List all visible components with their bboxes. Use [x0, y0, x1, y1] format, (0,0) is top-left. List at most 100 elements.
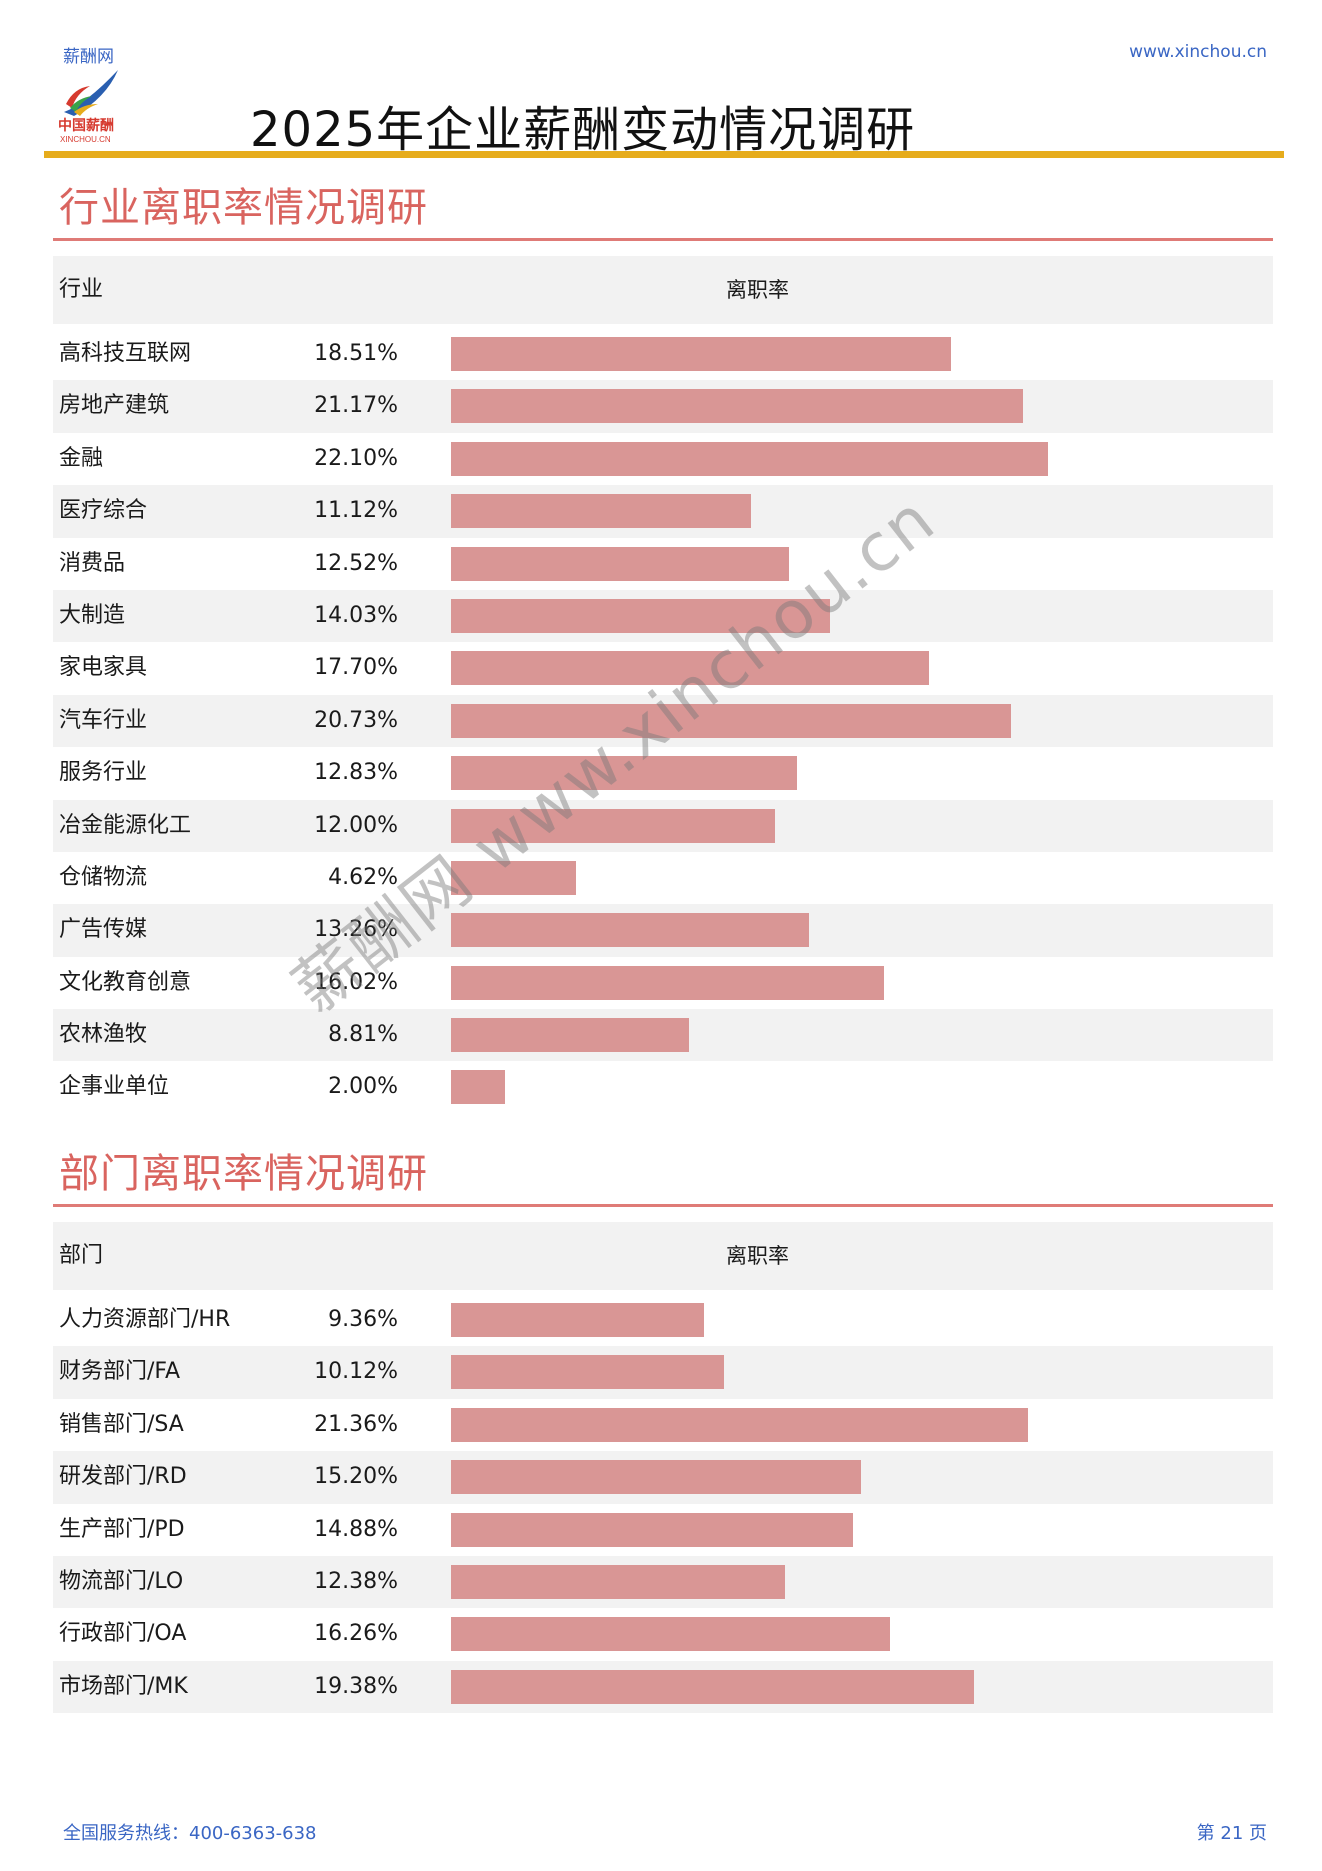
row-label: 行政部门/OA [59, 1621, 187, 1647]
department-section-rule [53, 1204, 1273, 1207]
row-value: 12.00% [314, 812, 398, 838]
row-value: 12.38% [314, 1568, 398, 1594]
table-row: 仓储物流 4.62% [53, 852, 1273, 904]
table-row: 消费品 12.52% [53, 538, 1273, 590]
footer-page-number: 第 21 页 [1196, 1823, 1267, 1844]
rate-bar [451, 337, 951, 371]
rate-bar [451, 1512, 853, 1547]
row-value: 12.83% [314, 760, 398, 786]
row-label: 农林渔牧 [59, 1022, 148, 1048]
row-value: 4.62% [328, 864, 398, 890]
table-row: 财务部门/FA 10.12% [53, 1346, 1273, 1399]
rate-bar [451, 389, 1023, 424]
rate-bar [451, 441, 1048, 476]
table-row: 农林渔牧 8.81% [53, 1009, 1273, 1062]
department-col-rate: 离职率 [726, 1244, 789, 1268]
row-value: 14.03% [314, 602, 398, 628]
row-value: 21.36% [314, 1411, 398, 1437]
department-section: 部门离职率情况调研 部门 离职率 人力资源部门/HR 9.36% 财务部门/FA 10… [53, 1146, 1273, 1714]
row-value: 16.02% [314, 969, 398, 995]
row-label: 汽车行业 [59, 707, 148, 733]
industry-table: 行业 离职率 高科技互联网 18.51% 房地产建筑 21.17% 金融 22.10% 医疗… [53, 256, 1273, 1114]
row-value: 12.52% [314, 550, 398, 576]
rate-bar [451, 1617, 891, 1652]
table-row: 销售部门/SA 21.36% [53, 1399, 1273, 1451]
department-section-title: 部门离职率情况调研 [59, 1151, 428, 1197]
rate-bar [451, 546, 790, 581]
row-label: 物流部门/LO [59, 1568, 184, 1594]
department-table-header: 部门 离职率 [53, 1222, 1273, 1290]
row-value: 18.51% [314, 341, 398, 366]
svg-text:XINCHOU.CN: XINCHOU.CN [60, 135, 111, 144]
row-value: 15.20% [314, 1464, 398, 1490]
row-label: 金融 [59, 445, 104, 471]
row-value: 13.26% [314, 917, 398, 943]
row-label: 家电家具 [59, 655, 148, 681]
table-row: 家电家具 17.70% [53, 642, 1273, 694]
rate-bar [451, 1407, 1028, 1442]
row-label: 文化教育创意 [59, 969, 192, 995]
table-row: 研发部门/RD 15.20% [53, 1451, 1273, 1504]
table-row: 广告传媒 13.26% [53, 904, 1273, 957]
document-title: 2025年企业薪酬变动情况调研 [250, 102, 916, 158]
row-value: 11.12% [314, 498, 398, 524]
row-value: 14.88% [314, 1516, 398, 1542]
row-label: 冶金能源化工 [59, 812, 192, 838]
row-value: 8.81% [328, 1022, 398, 1048]
table-row: 大制造 14.03% [53, 589, 1273, 643]
table-row: 生产部门/PD 14.88% [53, 1504, 1273, 1556]
department-table: 部门 离职率 人力资源部门/HR 9.36% 财务部门/FA 10.12% 销售部门/S… [53, 1222, 1273, 1714]
row-label: 房地产建筑 [59, 393, 170, 419]
department-col-label: 部门 [59, 1243, 104, 1268]
rate-bar [451, 1303, 704, 1337]
rate-bar [451, 598, 830, 633]
row-label: 服务行业 [59, 760, 148, 786]
rate-bar [451, 1355, 725, 1390]
row-label: 销售部门/SA [59, 1411, 184, 1437]
rate-bar [451, 1669, 975, 1704]
rate-bar [451, 1460, 862, 1495]
table-row: 企事业单位 2.00% [53, 1061, 1273, 1113]
table-row: 人力资源部门/HR 9.36% [53, 1294, 1273, 1346]
row-label: 大制造 [59, 602, 126, 628]
rate-bar [451, 494, 752, 529]
row-value: 21.17% [314, 393, 398, 419]
rate-bar [451, 756, 798, 791]
row-value: 20.73% [314, 707, 398, 733]
brand-name: 薪酬网 [63, 47, 114, 67]
row-value: 16.26% [314, 1621, 398, 1647]
xinchou-logo: 中国薪酬 XINCHOU.CN [58, 70, 118, 144]
row-value: 22.10% [314, 445, 398, 471]
row-label: 研发部门/RD [59, 1464, 187, 1490]
table-row: 冶金能源化工 12.00% [53, 799, 1273, 852]
row-label: 财务部门/FA [59, 1359, 181, 1385]
industry-section: 行业离职率情况调研 行业 离职率 高科技互联网 18.51% 房地产建筑 21.17%… [53, 180, 1273, 1114]
row-value: 9.36% [328, 1307, 398, 1332]
rate-bar [451, 965, 884, 1000]
industry-section-title: 行业离职率情况调研 [59, 185, 428, 231]
rate-bar [451, 1070, 505, 1105]
industry-table-header: 行业 离职率 [53, 256, 1273, 324]
row-label: 生产部门/PD [59, 1516, 185, 1542]
row-value: 2.00% [328, 1074, 398, 1100]
table-row: 汽车行业 20.73% [53, 694, 1273, 748]
row-label: 高科技互联网 [59, 341, 192, 366]
rate-bar [451, 1018, 689, 1053]
industry-section-rule [53, 238, 1273, 241]
site-url[interactable]: www.xinchou.cn [1129, 42, 1267, 62]
svg-text:中国薪酬: 中国薪酬 [58, 117, 114, 133]
row-label: 消费品 [59, 550, 126, 576]
row-label: 人力资源部门/HR [59, 1307, 231, 1332]
industry-col-label: 行业 [59, 277, 104, 302]
table-row: 房地产建筑 21.17% [53, 380, 1273, 433]
table-row: 行政部门/OA 16.26% [53, 1608, 1273, 1660]
row-value: 17.70% [314, 655, 398, 681]
table-row: 市场部门/MK 19.38% [53, 1660, 1273, 1714]
row-label: 医疗综合 [59, 498, 148, 524]
row-value: 10.12% [314, 1359, 398, 1385]
row-label: 仓储物流 [59, 864, 148, 890]
row-label: 市场部门/MK [59, 1673, 188, 1699]
rate-bar [451, 651, 929, 686]
table-row: 服务行业 12.83% [53, 747, 1273, 799]
header-rule [44, 151, 1284, 158]
